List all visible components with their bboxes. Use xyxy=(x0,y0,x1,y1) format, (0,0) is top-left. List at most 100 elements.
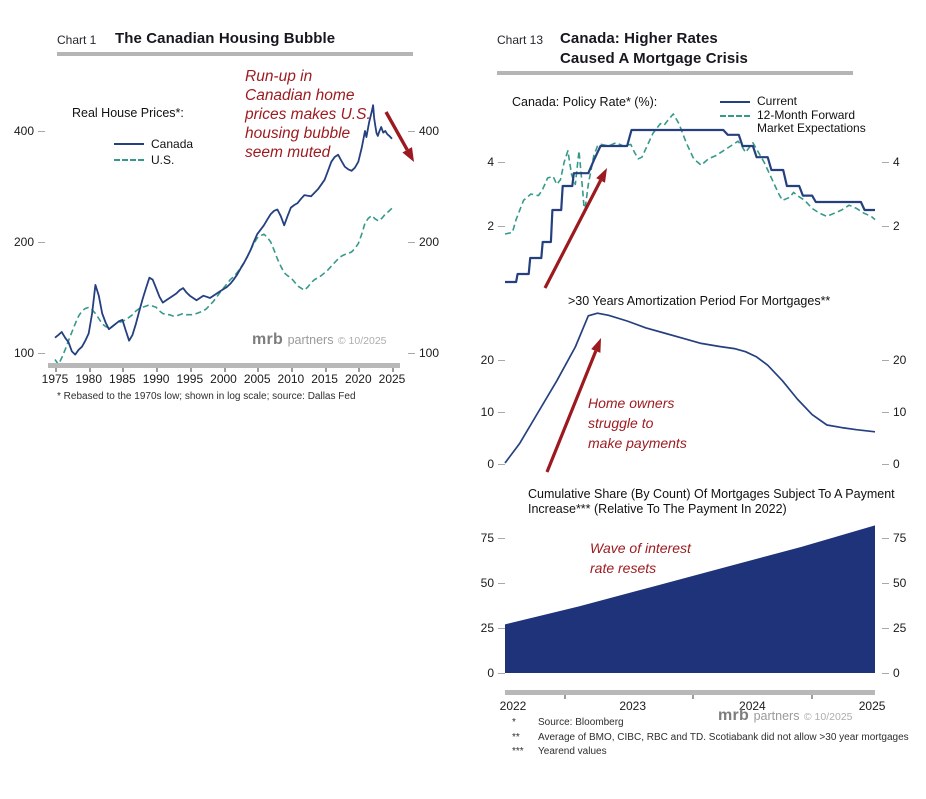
series-12-month-forward-market-expectations xyxy=(504,113,876,235)
right-chart-title-line1: Canada: Higher Rates xyxy=(560,30,718,47)
y-tick-label: 100 xyxy=(404,346,445,360)
tick-dash-icon xyxy=(882,537,889,539)
tick-dash-icon xyxy=(498,627,505,629)
tick-dash-icon xyxy=(498,672,505,674)
text-line: prices makes U.S. xyxy=(245,106,371,123)
tick-dash-icon xyxy=(408,352,415,354)
x-tick-label: 2010 xyxy=(277,372,305,386)
tick-dash-icon xyxy=(882,161,889,163)
y-tick-label: 25 xyxy=(468,621,509,635)
dashed-line-sample-icon xyxy=(114,159,144,161)
y-tick-label: 200 xyxy=(404,235,445,249)
x-tick-label: 2015 xyxy=(311,372,338,386)
amortization-annotation: Home owners struggle to make payments xyxy=(588,393,687,453)
x-tick-label: 2023 xyxy=(619,699,647,713)
x-tick-mark xyxy=(290,368,293,372)
y-tick-label: 0 xyxy=(878,666,919,680)
series-canada xyxy=(54,104,393,356)
annotation-arrow-up-icon xyxy=(545,338,601,473)
tick-dash-icon xyxy=(882,582,889,584)
text-line: 12-Month Forward xyxy=(757,108,856,122)
tick-dash-icon xyxy=(882,672,889,674)
y-tick-label: 50 xyxy=(468,576,509,590)
left-x-axis: 1975 1980 1985 1990 1995 2000 2005 2010 2015 2020… xyxy=(42,363,405,386)
x-tick-label: 2025 xyxy=(858,699,886,713)
text-line: rate resets xyxy=(590,560,657,576)
amortization-panel-title: >30 Years Amortization Period For Mortga… xyxy=(568,294,831,308)
left-chart-number: Chart 1 xyxy=(57,33,97,47)
legend-item-canada: Canada xyxy=(114,136,193,152)
y-tick-label: 75 xyxy=(468,531,509,545)
series-cumulative-share xyxy=(505,525,875,673)
x-tick-label: 1995 xyxy=(176,372,204,386)
legend-label: U.S. xyxy=(151,152,175,167)
x-tick-label: 2020 xyxy=(344,372,372,386)
footnote-row: * Source: Bloomberg xyxy=(512,717,624,728)
left-chart-title: The Canadian Housing Bubble xyxy=(115,30,336,47)
text-line: Wave of interest xyxy=(590,540,691,556)
housing-price-chart xyxy=(54,104,414,366)
y-tick-label: 200 xyxy=(8,235,49,249)
y-tick-label: 4 xyxy=(878,155,919,169)
series--30yr-amortization-share xyxy=(504,312,876,464)
x-tick-mark xyxy=(324,368,327,372)
y-tick-label: 100 xyxy=(8,346,49,360)
legend-item-us: U.S. xyxy=(114,152,193,168)
left-footnote: * Rebased to the 1970s low; shown in log… xyxy=(57,391,356,402)
y-tick-label: 20 xyxy=(878,353,919,367)
x-tick-label: 1975 xyxy=(41,372,69,386)
text-line: Market Expectations xyxy=(757,121,866,135)
y-tick-label: 75 xyxy=(878,531,919,545)
x-tick-label: 1990 xyxy=(142,372,170,386)
x-tick-mark xyxy=(55,368,57,372)
tick-dash-icon xyxy=(38,241,45,243)
left-title-divider xyxy=(57,52,413,56)
tick-dash-icon xyxy=(498,582,505,584)
annotation-arrow-up-icon xyxy=(543,168,607,289)
right-x-axis: 2022 2023 2024 2025 xyxy=(500,690,885,713)
tick-dash-icon xyxy=(498,359,505,361)
x-tick-mark xyxy=(358,368,361,372)
y-tick-label: 20 xyxy=(468,353,509,367)
left-legend: Canada U.S. xyxy=(114,136,193,168)
y-tick-label: 10 xyxy=(878,405,919,419)
text-line: housing bubble xyxy=(245,125,351,142)
tick-dash-icon xyxy=(882,463,889,465)
legend-item-current: Current xyxy=(720,95,866,108)
policy-panel-label: Canada: Policy Rate* (%): xyxy=(512,95,658,109)
x-tick-mark xyxy=(392,368,394,372)
text-line: seem muted xyxy=(245,144,331,161)
right-title-divider xyxy=(497,71,853,75)
x-tick-label: 2024 xyxy=(739,699,766,713)
y-tick-label: 0 xyxy=(878,457,919,471)
annotation-arrow-down-icon xyxy=(384,111,414,162)
mrb-logo: mrb xyxy=(252,331,284,348)
mrb-logo: mrb xyxy=(718,707,750,724)
right-chart-number: Chart 13 xyxy=(497,33,544,47)
policy-rate-chart xyxy=(504,113,876,289)
amortization-chart xyxy=(504,312,876,473)
y-tick-label: 25 xyxy=(878,621,919,635)
y-tick-label: 4 xyxy=(468,155,509,169)
solid-line-sample-icon xyxy=(114,143,144,145)
y-tick-label: 2 xyxy=(468,219,509,233)
x-tick-label: 2000 xyxy=(210,372,237,386)
x-tick-label: 2022 xyxy=(499,699,527,713)
right-chart-title-line2: Caused A Mortgage Crisis xyxy=(560,50,748,67)
payment-annotation: Wave of interest rate resets xyxy=(590,538,691,578)
x-tick-mark xyxy=(257,368,260,372)
tick-dash-icon xyxy=(882,225,889,227)
y-tick-label: 10 xyxy=(468,405,509,419)
y-tick-label: 400 xyxy=(404,124,445,138)
policy-legend: Current 12-Month Forward Market Expectati… xyxy=(720,95,866,135)
tick-dash-icon xyxy=(38,130,45,132)
text-line: Home owners xyxy=(588,395,675,411)
x-tick-mark xyxy=(223,368,226,372)
payment-panel-title: Cumulative Share (By Count) Of Mortgages… xyxy=(528,487,895,516)
x-tick-mark xyxy=(564,695,566,699)
text-line: Canadian home xyxy=(245,87,355,104)
y-tick-label: 0 xyxy=(468,666,509,680)
footnote-row: *** Yearend values xyxy=(512,746,607,757)
y-tick-label: 0 xyxy=(468,457,509,471)
